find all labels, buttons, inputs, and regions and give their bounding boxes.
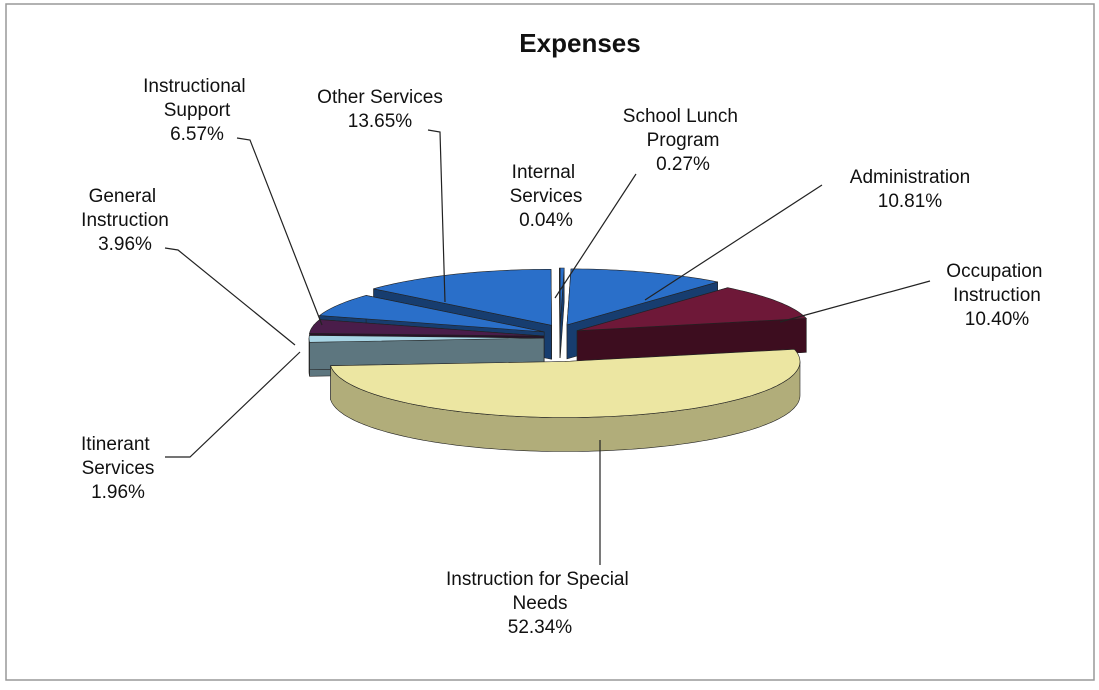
value-label: 3.96% (98, 234, 152, 255)
label-line: Support (164, 100, 231, 121)
leader-line (779, 280, 931, 323)
leader-line (164, 247, 296, 346)
leader-line (236, 137, 323, 326)
label-line: Internal (512, 162, 581, 183)
label-line: Administration (850, 167, 970, 188)
slice-top (309, 319, 545, 337)
value-label: 0.27% (656, 154, 710, 175)
slice-wall (308, 338, 310, 377)
label-line: Other Services (317, 87, 443, 108)
label-line: Occupation (946, 261, 1047, 282)
leader-line (644, 184, 823, 301)
slice-label: Other Services (317, 87, 443, 108)
slice-top (308, 335, 545, 343)
leader-line (554, 173, 637, 299)
slice-label: School Lunch Program (623, 106, 743, 151)
slice-top (373, 269, 552, 326)
value-label: 10.40% (965, 309, 1030, 330)
leader-line (427, 129, 446, 303)
label-line: Instruction (81, 210, 169, 231)
slice-label: General Instruction (81, 186, 169, 231)
label-line: Services (510, 186, 583, 207)
chart-title: Expenses (519, 28, 640, 58)
slice-label: Itinerant Services (81, 434, 155, 479)
leader-line (165, 351, 301, 458)
value-label: 6.57% (170, 124, 224, 145)
label-line: Needs (513, 593, 568, 614)
value-label: 13.65% (348, 111, 413, 132)
label-line: Services (82, 458, 155, 479)
slice-top (318, 295, 545, 333)
slice-label: Instructional Support (143, 76, 251, 121)
value-label: 0.04% (519, 210, 573, 231)
slice-top (566, 268, 718, 326)
slice-label: Administration (850, 167, 970, 188)
slice-label: Instruction for Special Needs (446, 569, 634, 614)
value-label: 10.81% (878, 191, 943, 212)
label-line: Instruction for Special (446, 569, 634, 590)
slice (330, 348, 801, 452)
label-line: Itinerant (81, 434, 155, 455)
slice-top (330, 348, 801, 418)
label-line: Program (647, 130, 720, 151)
value-label: 52.34% (508, 617, 573, 638)
value-label: 1.96% (91, 482, 145, 503)
label-line: Instructional (143, 76, 251, 97)
label-line: Instruction (953, 285, 1041, 306)
label-line: General (89, 186, 162, 207)
label-line: School Lunch (623, 106, 743, 127)
slice-label: Internal Services (510, 162, 583, 207)
slice-label: Occupation Instruction (946, 261, 1047, 306)
slice-top (577, 287, 807, 331)
